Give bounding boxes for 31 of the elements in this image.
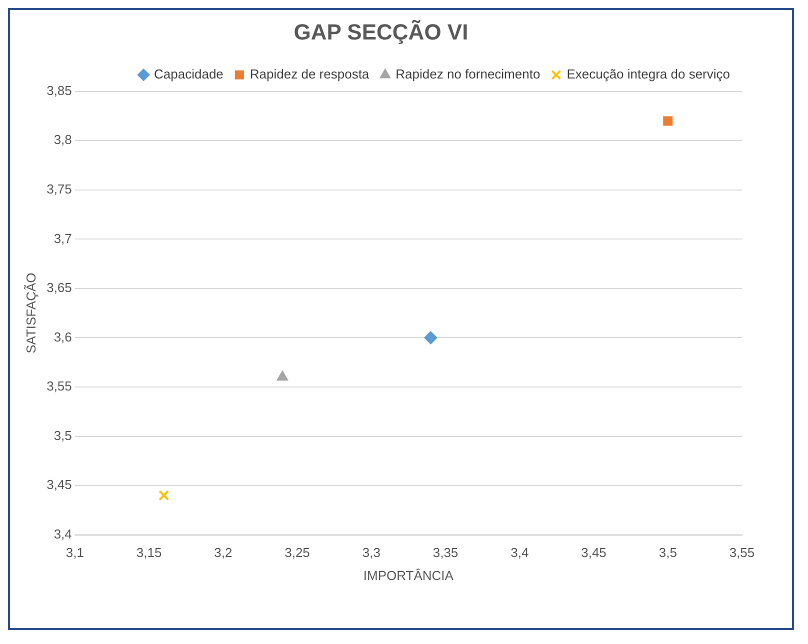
x-tick-label: 3,45: [581, 545, 606, 560]
legend-label: Capacidade: [154, 66, 224, 82]
y-axis-title: SATISFAÇÃO: [23, 272, 38, 354]
x-tick-label: 3,25: [284, 545, 310, 560]
x-tick-label: 3,55: [729, 545, 755, 560]
point: [158, 490, 170, 501]
point: [424, 331, 438, 344]
y-tick-label: 3,55: [46, 378, 72, 394]
y-tick-label: 3,6: [54, 329, 72, 344]
point: [663, 116, 673, 126]
y-tick-label: 3,8: [54, 132, 72, 148]
y-tick-label: 3,75: [46, 182, 72, 197]
x-tick-label: 3,4: [510, 545, 529, 560]
x-tick-label: 3,2: [214, 545, 232, 560]
x-tick-label: 3,5: [658, 545, 677, 560]
y-tick-label: 3,85: [46, 82, 72, 98]
y-tick-label: 3,65: [46, 280, 72, 296]
chart-title: GAP SECÇÃO VI: [294, 19, 468, 44]
y-tick-label: 3,45: [46, 477, 72, 492]
x-tick-label: 3,3: [362, 545, 380, 560]
x-tick-label: 3,15: [136, 545, 162, 560]
x-tick-label: 3,1: [66, 545, 84, 560]
x-axis-title: IMPORTÂNCIA: [363, 568, 454, 583]
legend-label: Rapidez de resposta: [250, 66, 370, 82]
y-tick-label: 3,5: [54, 428, 72, 443]
legend-label: Execução integra do serviço: [566, 66, 730, 82]
x-tick-label: 3,35: [432, 545, 458, 560]
y-tick-label: 3,4: [54, 526, 72, 542]
y-tick-label: 3,7: [54, 230, 72, 246]
point: [276, 370, 288, 381]
legend-label: Rapidez no fornecimento: [396, 66, 540, 82]
